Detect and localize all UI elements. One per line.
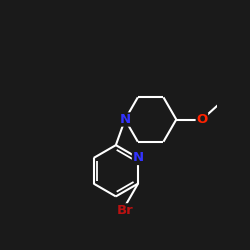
- Text: N: N: [132, 152, 143, 164]
- Text: O: O: [196, 113, 207, 126]
- Text: N: N: [120, 113, 130, 126]
- Text: Br: Br: [117, 204, 134, 217]
